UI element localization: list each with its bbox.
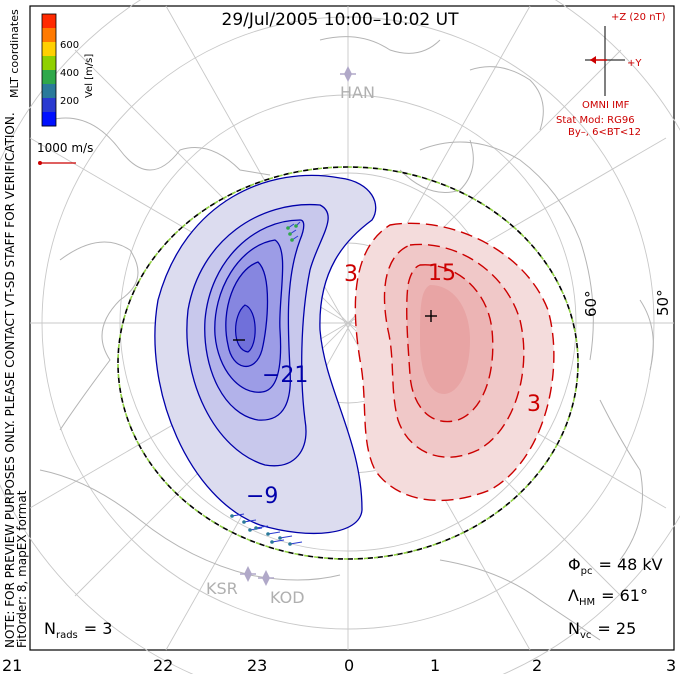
colorbar-cell: [42, 112, 56, 127]
colorbar-tick-200: 200: [60, 96, 79, 107]
colorbar-cell: [42, 42, 56, 57]
velocity-colorbar: 600 400 200 Vel [m/s]: [41, 13, 95, 127]
mlt-tick-3: 3: [666, 656, 676, 674]
colorbar-cell: [42, 28, 56, 43]
station-han-label: HAN: [340, 83, 375, 102]
n-rads-stat: Nrads = 3: [44, 619, 112, 641]
colorbar-tick-600: 600: [60, 40, 79, 51]
fit-statistics: Φpc = 48 kV ΛHM = 61° Nvc = 25 Nrads = 3: [44, 555, 663, 641]
phi-pc-stat: Φpc = 48 kV: [568, 555, 663, 577]
mlt-tick-0: 0: [344, 656, 354, 674]
fit-order-note: FitOrder: 8, mapEX format: [15, 490, 29, 648]
coastlines: [39, 36, 654, 641]
colorbar-cell: [42, 14, 56, 29]
reference-vector-label: 1000 m/s: [37, 141, 93, 155]
mlt-tick-21: 21: [2, 656, 22, 674]
station-han-marker: HAN: [340, 66, 375, 102]
lambda-hm-stat: ΛHM = 61°: [568, 586, 648, 608]
station-ksr-label: KSR: [206, 579, 238, 598]
mlt-tick-23: 23: [247, 656, 267, 674]
plot-frame: [29, 5, 675, 651]
imf-condition: By–, 6<BT<12: [568, 127, 641, 138]
contour-label-pos-2: 15: [428, 261, 456, 286]
colorbar-tick-400: 400: [60, 68, 79, 79]
stat-model: Stat Mod: RG96: [556, 115, 635, 126]
heppner-maynard-boundary: [117, 166, 579, 560]
coords-label: MLT coordinates: [8, 9, 21, 98]
lat-label-50: 50°: [654, 289, 672, 316]
imf-source: OMNI IMF: [582, 100, 630, 111]
colorbar-cell: [42, 84, 56, 99]
positive-potential-cell: 3 15 3: [344, 222, 555, 502]
map-title: 29/Jul/2005 10:00–10:02 UT: [222, 10, 460, 30]
station-kod-marker: KOD: [258, 570, 305, 607]
mlt-tick-1: 1: [430, 656, 440, 674]
imf-z-label: +Z (20 nT): [611, 12, 666, 23]
lat-label-60: 60°: [582, 290, 600, 317]
imf-y-label: +Y: [627, 58, 642, 69]
contour-label-pos-1: 3: [344, 262, 358, 287]
mlt-tick-22: 22: [153, 656, 173, 674]
contour-label-pos-3: 3: [527, 392, 541, 417]
colorbar-cell: [42, 70, 56, 85]
colorbar-label: Vel [m/s]: [84, 54, 95, 98]
contour-label-neg-1: −21: [262, 363, 308, 388]
radar-stations: HAN KSR KOD: [206, 66, 375, 607]
velocity-vectors: [230, 221, 303, 546]
colorbar-cell: [42, 98, 56, 113]
reference-vector: 1000 m/s: [37, 141, 93, 165]
mlt-axis: 21 22 23 0 1 2 3: [2, 656, 676, 674]
n-vc-stat: Nvc = 25: [568, 619, 636, 641]
contour-label-neg-2: −9: [246, 484, 278, 509]
imf-clock: +Z (20 nT) +Y OMNI IMF Stat Mod: RG96 By…: [556, 12, 666, 138]
colorbar-cell: [42, 56, 56, 71]
mlt-tick-2: 2: [532, 656, 542, 674]
preview-note: NOTE: FOR PREVIEW PURPOSES ONLY. PLEASE …: [3, 112, 17, 648]
station-kod-label: KOD: [270, 588, 305, 607]
negative-potential-cell: −21 −9: [154, 174, 377, 534]
station-ksr-marker: KSR: [206, 566, 256, 598]
